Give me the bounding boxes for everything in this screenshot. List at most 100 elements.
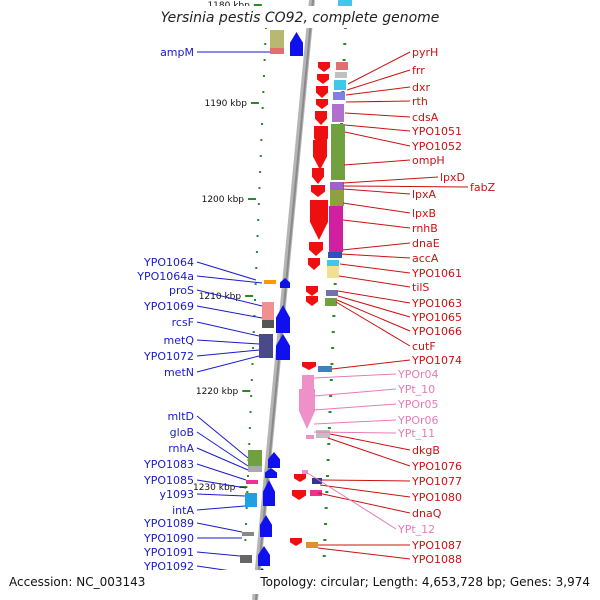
annotation-block bbox=[334, 80, 346, 90]
label-leader-line bbox=[196, 355, 260, 373]
reverse-gene-arrow bbox=[294, 474, 306, 482]
annotation-block bbox=[242, 532, 254, 536]
scale-tick-label: 1190 kbp bbox=[205, 99, 248, 109]
label-leader-line bbox=[196, 415, 249, 459]
reverse-gene-arrow bbox=[306, 286, 318, 296]
reverse-gene-arrow bbox=[290, 538, 302, 546]
annotation-block bbox=[331, 124, 345, 180]
reverse-gene-arrow bbox=[292, 490, 306, 500]
reverse-gene-arrow bbox=[299, 389, 315, 429]
label-leader-line bbox=[196, 463, 247, 481]
scale-tick-label: 1220 kbp bbox=[196, 387, 239, 397]
annotation-block bbox=[312, 478, 322, 484]
map-title: Yersinia pestis CO92, complete genome bbox=[161, 10, 440, 26]
gene-label-rna: YPt_11 bbox=[397, 427, 435, 440]
gene-label-reverse: YPO1087 bbox=[411, 539, 462, 552]
forward-gene-arrow bbox=[280, 278, 290, 288]
gene-label-rna: YPt_10 bbox=[397, 383, 435, 396]
gene-label-rna: YPOr06 bbox=[397, 414, 439, 427]
reverse-gene-arrow bbox=[316, 86, 328, 98]
annotation-block bbox=[245, 493, 257, 507]
label-leader-line bbox=[338, 275, 411, 288]
annotation-block bbox=[240, 555, 252, 563]
label-leader-line bbox=[345, 100, 411, 103]
scale-tick-label: 1230 kbp bbox=[193, 483, 236, 493]
scale-tick-label: 1200 kbp bbox=[202, 195, 245, 205]
gene-label-reverse: dnaQ bbox=[412, 507, 442, 520]
gene-label-forward: YPO1092 bbox=[143, 560, 194, 573]
forward-gene-arrow bbox=[290, 32, 303, 56]
gene-label-forward: proS bbox=[169, 284, 194, 297]
label-leader-line bbox=[342, 176, 439, 184]
label-leader-line bbox=[337, 295, 411, 318]
label-leader-line bbox=[196, 551, 241, 557]
annotation-block bbox=[326, 290, 338, 296]
annotation-block bbox=[270, 30, 284, 50]
label-leader-line bbox=[336, 299, 411, 332]
annotation-block bbox=[259, 334, 273, 358]
reverse-gene-arrow bbox=[317, 74, 329, 84]
gene-label-forward: rcsF bbox=[172, 316, 194, 329]
label-leader-line bbox=[337, 290, 411, 304]
label-leader-line bbox=[342, 185, 469, 188]
annotation-block bbox=[310, 490, 322, 496]
gene-label-reverse: YPO1077 bbox=[411, 475, 462, 488]
label-leader-line bbox=[196, 505, 246, 511]
reverse-gene-arrow bbox=[312, 168, 324, 184]
label-leader-line bbox=[313, 388, 397, 397]
gene-label-forward: mltD bbox=[167, 410, 194, 423]
gene-label-forward: YPO1064a bbox=[136, 270, 194, 283]
label-leader-line bbox=[196, 275, 263, 284]
annotation-block bbox=[248, 450, 262, 466]
annotation-block bbox=[328, 252, 342, 258]
label-leader-line bbox=[319, 484, 411, 498]
reverse-gene-arrow bbox=[318, 62, 330, 72]
annotation-block bbox=[318, 366, 332, 372]
reverse-gene-arrow bbox=[302, 362, 316, 370]
reverse-gene-arrow bbox=[306, 296, 318, 306]
gene-label-reverse: fabZ bbox=[470, 181, 496, 194]
label-leader-line bbox=[321, 479, 411, 482]
label-leader-line bbox=[344, 131, 411, 147]
gene-label-reverse: YPO1080 bbox=[411, 491, 462, 504]
gene-label-forward: YPO1069 bbox=[143, 300, 194, 313]
reverse-gene-arrow bbox=[311, 185, 325, 197]
annotation-block bbox=[325, 298, 337, 306]
gene-label-reverse: lpxD bbox=[440, 171, 465, 184]
gene-label-forward: YPO1089 bbox=[143, 517, 194, 530]
gene-label-reverse: YPO1088 bbox=[411, 553, 462, 566]
gene-label-reverse: cdsA bbox=[412, 111, 439, 124]
gene-label-forward: intA bbox=[172, 504, 194, 517]
gene-label-forward: YPO1091 bbox=[143, 546, 194, 559]
annotation-block bbox=[264, 280, 276, 284]
label-leader-line bbox=[196, 339, 260, 345]
label-leader-line bbox=[196, 305, 263, 319]
label-leader-line bbox=[196, 431, 249, 467]
reverse-gene-arrow bbox=[308, 258, 320, 270]
annotation-block bbox=[270, 48, 284, 54]
label-leader-line bbox=[342, 202, 411, 214]
annotation-block bbox=[327, 260, 339, 266]
label-leader-line bbox=[344, 124, 411, 132]
gene-label-reverse: YPO1052 bbox=[411, 140, 462, 153]
label-leader-line bbox=[344, 112, 411, 118]
annotation-block bbox=[330, 182, 344, 190]
label-leader-line bbox=[342, 188, 411, 195]
label-leader-line bbox=[342, 219, 411, 229]
gene-label-reverse: pyrH bbox=[412, 46, 438, 59]
reverse-gene-arrow bbox=[309, 242, 323, 256]
gene-label-forward: YPO1064 bbox=[143, 256, 194, 269]
topology-text: Topology: circular; Length: 4,653,728 bp… bbox=[259, 575, 590, 589]
annotation-block bbox=[332, 104, 344, 122]
feature-layer bbox=[238, 0, 352, 582]
label-leader-line bbox=[340, 253, 411, 259]
forward-gene-arrow bbox=[265, 468, 277, 478]
gene-label-reverse: YPO1063 bbox=[411, 297, 462, 310]
gene-label-reverse: rnhB bbox=[412, 222, 438, 235]
label-leader-line bbox=[346, 69, 411, 91]
rna-feature bbox=[302, 375, 314, 389]
label-leader-line bbox=[345, 86, 411, 96]
annotation-block bbox=[306, 542, 318, 548]
